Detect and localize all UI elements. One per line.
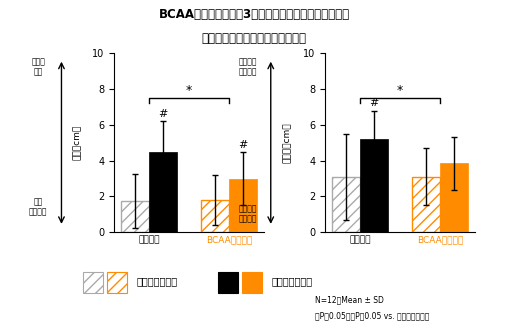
Text: 非常に
痛い: 非常に 痛い — [31, 57, 45, 76]
Text: N=12，Mean ± SD: N=12，Mean ± SD — [315, 296, 384, 305]
Bar — [121, 201, 149, 232]
Text: 筋肉痛および疲労感に及ぼす影響: 筋肉痛および疲労感に及ぼす影響 — [202, 32, 306, 45]
Text: 非常に疲
れている: 非常に疲 れている — [239, 57, 257, 76]
Text: #: # — [158, 109, 168, 119]
Text: トレーニング前: トレーニング前 — [136, 277, 177, 286]
Text: *: * — [186, 84, 193, 97]
Text: 全く疲れ
ていない: 全く疲れ ていない — [239, 204, 257, 223]
Bar — [440, 163, 468, 232]
Bar — [218, 272, 238, 293]
Bar — [229, 178, 258, 232]
Text: トレーニング中: トレーニング中 — [271, 277, 312, 286]
Bar — [83, 272, 103, 293]
Bar — [149, 152, 177, 232]
Bar — [201, 200, 229, 232]
Bar — [107, 272, 126, 293]
Y-axis label: 筋痛（cm）: 筋痛（cm） — [72, 125, 81, 160]
Text: BCAA含有飲料摂取が3日間の高強度トレーニング中の: BCAA含有飲料摂取が3日間の高強度トレーニング中の — [158, 8, 350, 21]
Text: ＊P＜0.05，＃P＜0.05 vs. トレーニング前: ＊P＜0.05，＃P＜0.05 vs. トレーニング前 — [315, 311, 429, 320]
Text: #: # — [369, 99, 378, 109]
Y-axis label: 疲労感（cm）: 疲労感（cm） — [283, 123, 292, 163]
Bar — [242, 272, 262, 293]
Text: #: # — [239, 140, 248, 150]
Bar — [360, 139, 388, 232]
Text: 全く
痛くない: 全く 痛くない — [29, 197, 47, 217]
Bar — [412, 177, 440, 232]
Text: *: * — [397, 84, 403, 97]
Bar — [332, 177, 360, 232]
